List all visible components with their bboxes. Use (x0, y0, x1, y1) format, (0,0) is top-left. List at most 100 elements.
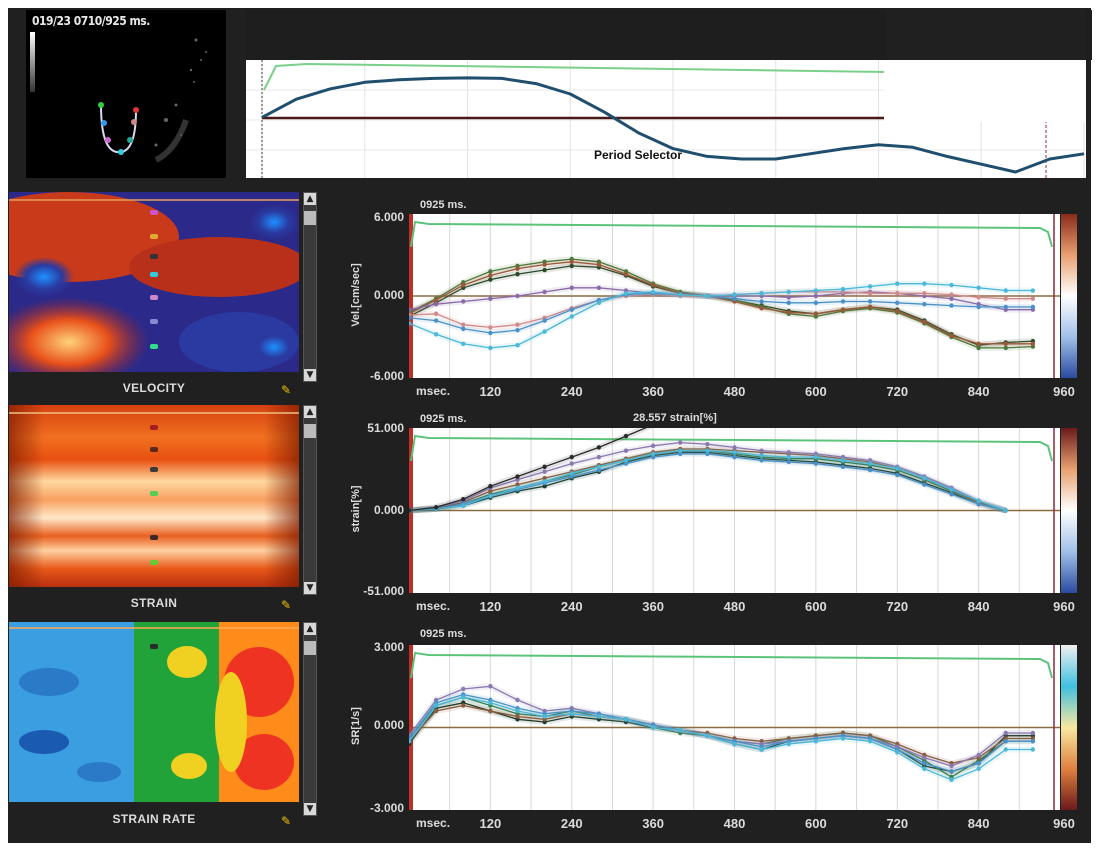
data-point (922, 761, 927, 766)
strain-rate-scrollbar[interactable]: ▲ ▼ (303, 622, 317, 816)
data-point (623, 448, 629, 453)
scroll-thumb[interactable] (304, 211, 316, 225)
pencil-icon[interactable]: ✎ (281, 383, 292, 397)
data-point (813, 739, 819, 744)
data-point (461, 282, 466, 288)
data-point (840, 307, 846, 312)
scroll-thumb[interactable] (304, 641, 316, 655)
green-trace-line (410, 220, 1053, 248)
strain-rate-color-map[interactable] (9, 622, 299, 802)
pencil-icon[interactable]: ✎ (281, 598, 292, 612)
period-selector-header-bar-right (1086, 10, 1092, 60)
strain-rate-plot[interactable] (406, 645, 1060, 810)
scroll-down-arrow-icon[interactable]: ▼ (304, 369, 316, 381)
data-point (1030, 296, 1036, 301)
data-point (786, 289, 791, 295)
strain-plot[interactable] (406, 410, 1060, 593)
data-point (678, 728, 683, 733)
data-point (976, 345, 981, 351)
period-selector-svg (246, 60, 1086, 178)
data-point (569, 711, 574, 716)
data-point (623, 433, 629, 439)
series-line (408, 287, 1033, 311)
data-point (840, 464, 846, 470)
green-trace-line (410, 434, 1053, 462)
data-point (949, 777, 954, 782)
series-line (408, 292, 1033, 334)
velocity-color-map[interactable] (9, 192, 299, 372)
strain-rate-ymid: 0.000 (373, 718, 404, 732)
data-point (976, 295, 981, 300)
data-point (515, 474, 520, 479)
scroll-up-arrow-icon[interactable]: ▲ (304, 406, 316, 418)
data-point (1003, 508, 1008, 513)
x-tick-label: 360 (642, 816, 664, 831)
data-point (949, 292, 954, 297)
data-point (596, 464, 602, 470)
data-point (895, 466, 900, 471)
left-edge-marker (409, 214, 413, 378)
velocity-ymid: 0.000 (373, 288, 404, 302)
x-tick-label: 720 (886, 816, 909, 831)
velocity-plot[interactable] (406, 214, 1060, 378)
velocity-ylabel: Vel.[cm/sec] (350, 263, 362, 327)
scroll-up-arrow-icon[interactable]: ▲ (304, 193, 316, 205)
data-point (515, 343, 520, 348)
pencil-icon[interactable]: ✎ (281, 814, 292, 828)
data-point (813, 461, 819, 466)
series-line (408, 704, 1033, 764)
data-point (867, 467, 873, 473)
strain-color-scale (1061, 428, 1077, 593)
data-point (623, 461, 629, 466)
data-point (542, 479, 547, 484)
strain-rate-chart-svg (406, 645, 1060, 810)
data-point (949, 487, 954, 492)
scroll-down-arrow-icon[interactable]: ▼ (304, 582, 316, 594)
data-point (922, 291, 927, 296)
data-point (542, 469, 547, 474)
series-halo (406, 702, 1033, 767)
data-point (895, 308, 900, 314)
data-point (976, 341, 981, 347)
x-tick-label: 120 (479, 816, 502, 831)
data-point (786, 310, 791, 315)
series-halo (406, 683, 1033, 770)
strain-rate-map-image (9, 622, 299, 802)
strain-rate-ymin: -3.000 (369, 801, 404, 815)
x-tick-label: 240 (560, 599, 583, 614)
data-point (461, 341, 466, 347)
data-point (515, 477, 520, 482)
data-point (433, 297, 439, 303)
data-point (488, 488, 493, 494)
scroll-thumb[interactable] (304, 424, 316, 438)
data-point (488, 484, 493, 489)
velocity-scrollbar[interactable]: ▲ ▼ (303, 192, 317, 382)
data-point (759, 291, 764, 296)
data-point (949, 296, 954, 301)
green-trace-line (263, 62, 887, 91)
data-point (433, 505, 439, 510)
velocity-map-label: VELOCITY (122, 381, 186, 395)
period-selector-plot[interactable] (246, 60, 1086, 178)
strain-rate-map-label: STRAIN RATE (112, 812, 196, 826)
data-point (461, 299, 466, 304)
data-point (461, 703, 466, 708)
data-point (732, 454, 737, 460)
data-point (759, 306, 764, 311)
data-point (949, 282, 954, 288)
strain-x-unit: msec. (416, 599, 451, 613)
ultrasound-thumbnail[interactable]: 019/23 0710/925 ms. (26, 10, 226, 178)
data-point (488, 345, 493, 351)
data-point (1003, 345, 1008, 351)
period-curve (261, 76, 1085, 174)
x-tick-label: 600 (805, 599, 827, 614)
series-line (408, 283, 1033, 349)
velocity-chart-svg (406, 214, 1060, 378)
data-point (542, 329, 547, 334)
scroll-up-arrow-icon[interactable]: ▲ (304, 623, 316, 635)
scroll-down-arrow-icon[interactable]: ▼ (304, 803, 316, 815)
data-point (515, 714, 520, 719)
strain-color-map[interactable] (9, 405, 299, 587)
series-line (408, 685, 1033, 767)
strain-scrollbar[interactable]: ▲ ▼ (303, 405, 317, 595)
